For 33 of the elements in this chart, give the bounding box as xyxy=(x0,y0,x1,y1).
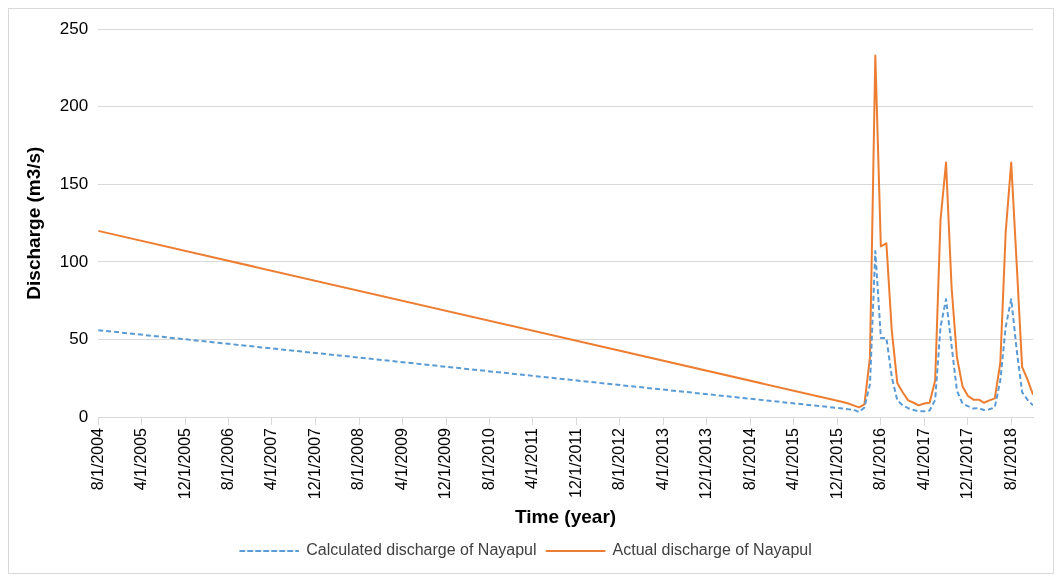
x-tick-label: 12/1/2011 xyxy=(566,427,584,499)
x-tick-label: 12/1/2007 xyxy=(305,427,323,500)
line-series xyxy=(98,250,1033,414)
x-tick-label: 4/1/2005 xyxy=(131,427,149,491)
x-tick-label: 12/1/2015 xyxy=(827,427,845,500)
x-axis-title: Time (year) xyxy=(515,505,617,527)
x-tick-label: 12/1/2005 xyxy=(175,427,193,500)
y-axis-title: Discharge (m3/s) xyxy=(22,146,44,300)
x-tick-label: 12/1/2017 xyxy=(958,427,976,500)
x-tick-label: 4/1/2017 xyxy=(914,427,932,491)
x-tick-label: 8/1/2018 xyxy=(1001,427,1019,491)
y-tick-label: 0 xyxy=(78,406,89,426)
x-tick-label: 12/1/2009 xyxy=(436,427,454,500)
x-tick-label: 12/1/2013 xyxy=(697,427,715,500)
x-tick-label: 4/1/2013 xyxy=(653,427,671,491)
x-tick-label: 8/1/2008 xyxy=(349,427,367,491)
x-tick-label: 8/1/2014 xyxy=(740,427,758,491)
x-tick-label: 8/1/2004 xyxy=(88,427,106,491)
legend-label: Actual discharge of Nayapul xyxy=(612,541,812,559)
y-tick-label: 250 xyxy=(59,18,89,38)
x-tick-label: 8/1/2010 xyxy=(479,427,497,491)
x-tick-label: 8/1/2016 xyxy=(871,427,889,491)
y-tick-label: 50 xyxy=(69,329,89,349)
x-tick-label: 4/1/2007 xyxy=(262,427,280,491)
legend-label: Calculated discharge of Nayapul xyxy=(306,541,537,559)
y-tick-label: 150 xyxy=(59,174,89,194)
x-tick-label: 4/1/2009 xyxy=(392,427,410,491)
x-tick-label: 8/1/2012 xyxy=(610,427,628,491)
y-tick-label: 100 xyxy=(59,251,89,271)
y-tick-label: 200 xyxy=(59,96,89,116)
x-tick-label: 4/1/2011 xyxy=(523,427,541,490)
x-tick-label: 8/1/2006 xyxy=(218,427,236,491)
x-tick-label: 4/1/2015 xyxy=(784,427,802,491)
